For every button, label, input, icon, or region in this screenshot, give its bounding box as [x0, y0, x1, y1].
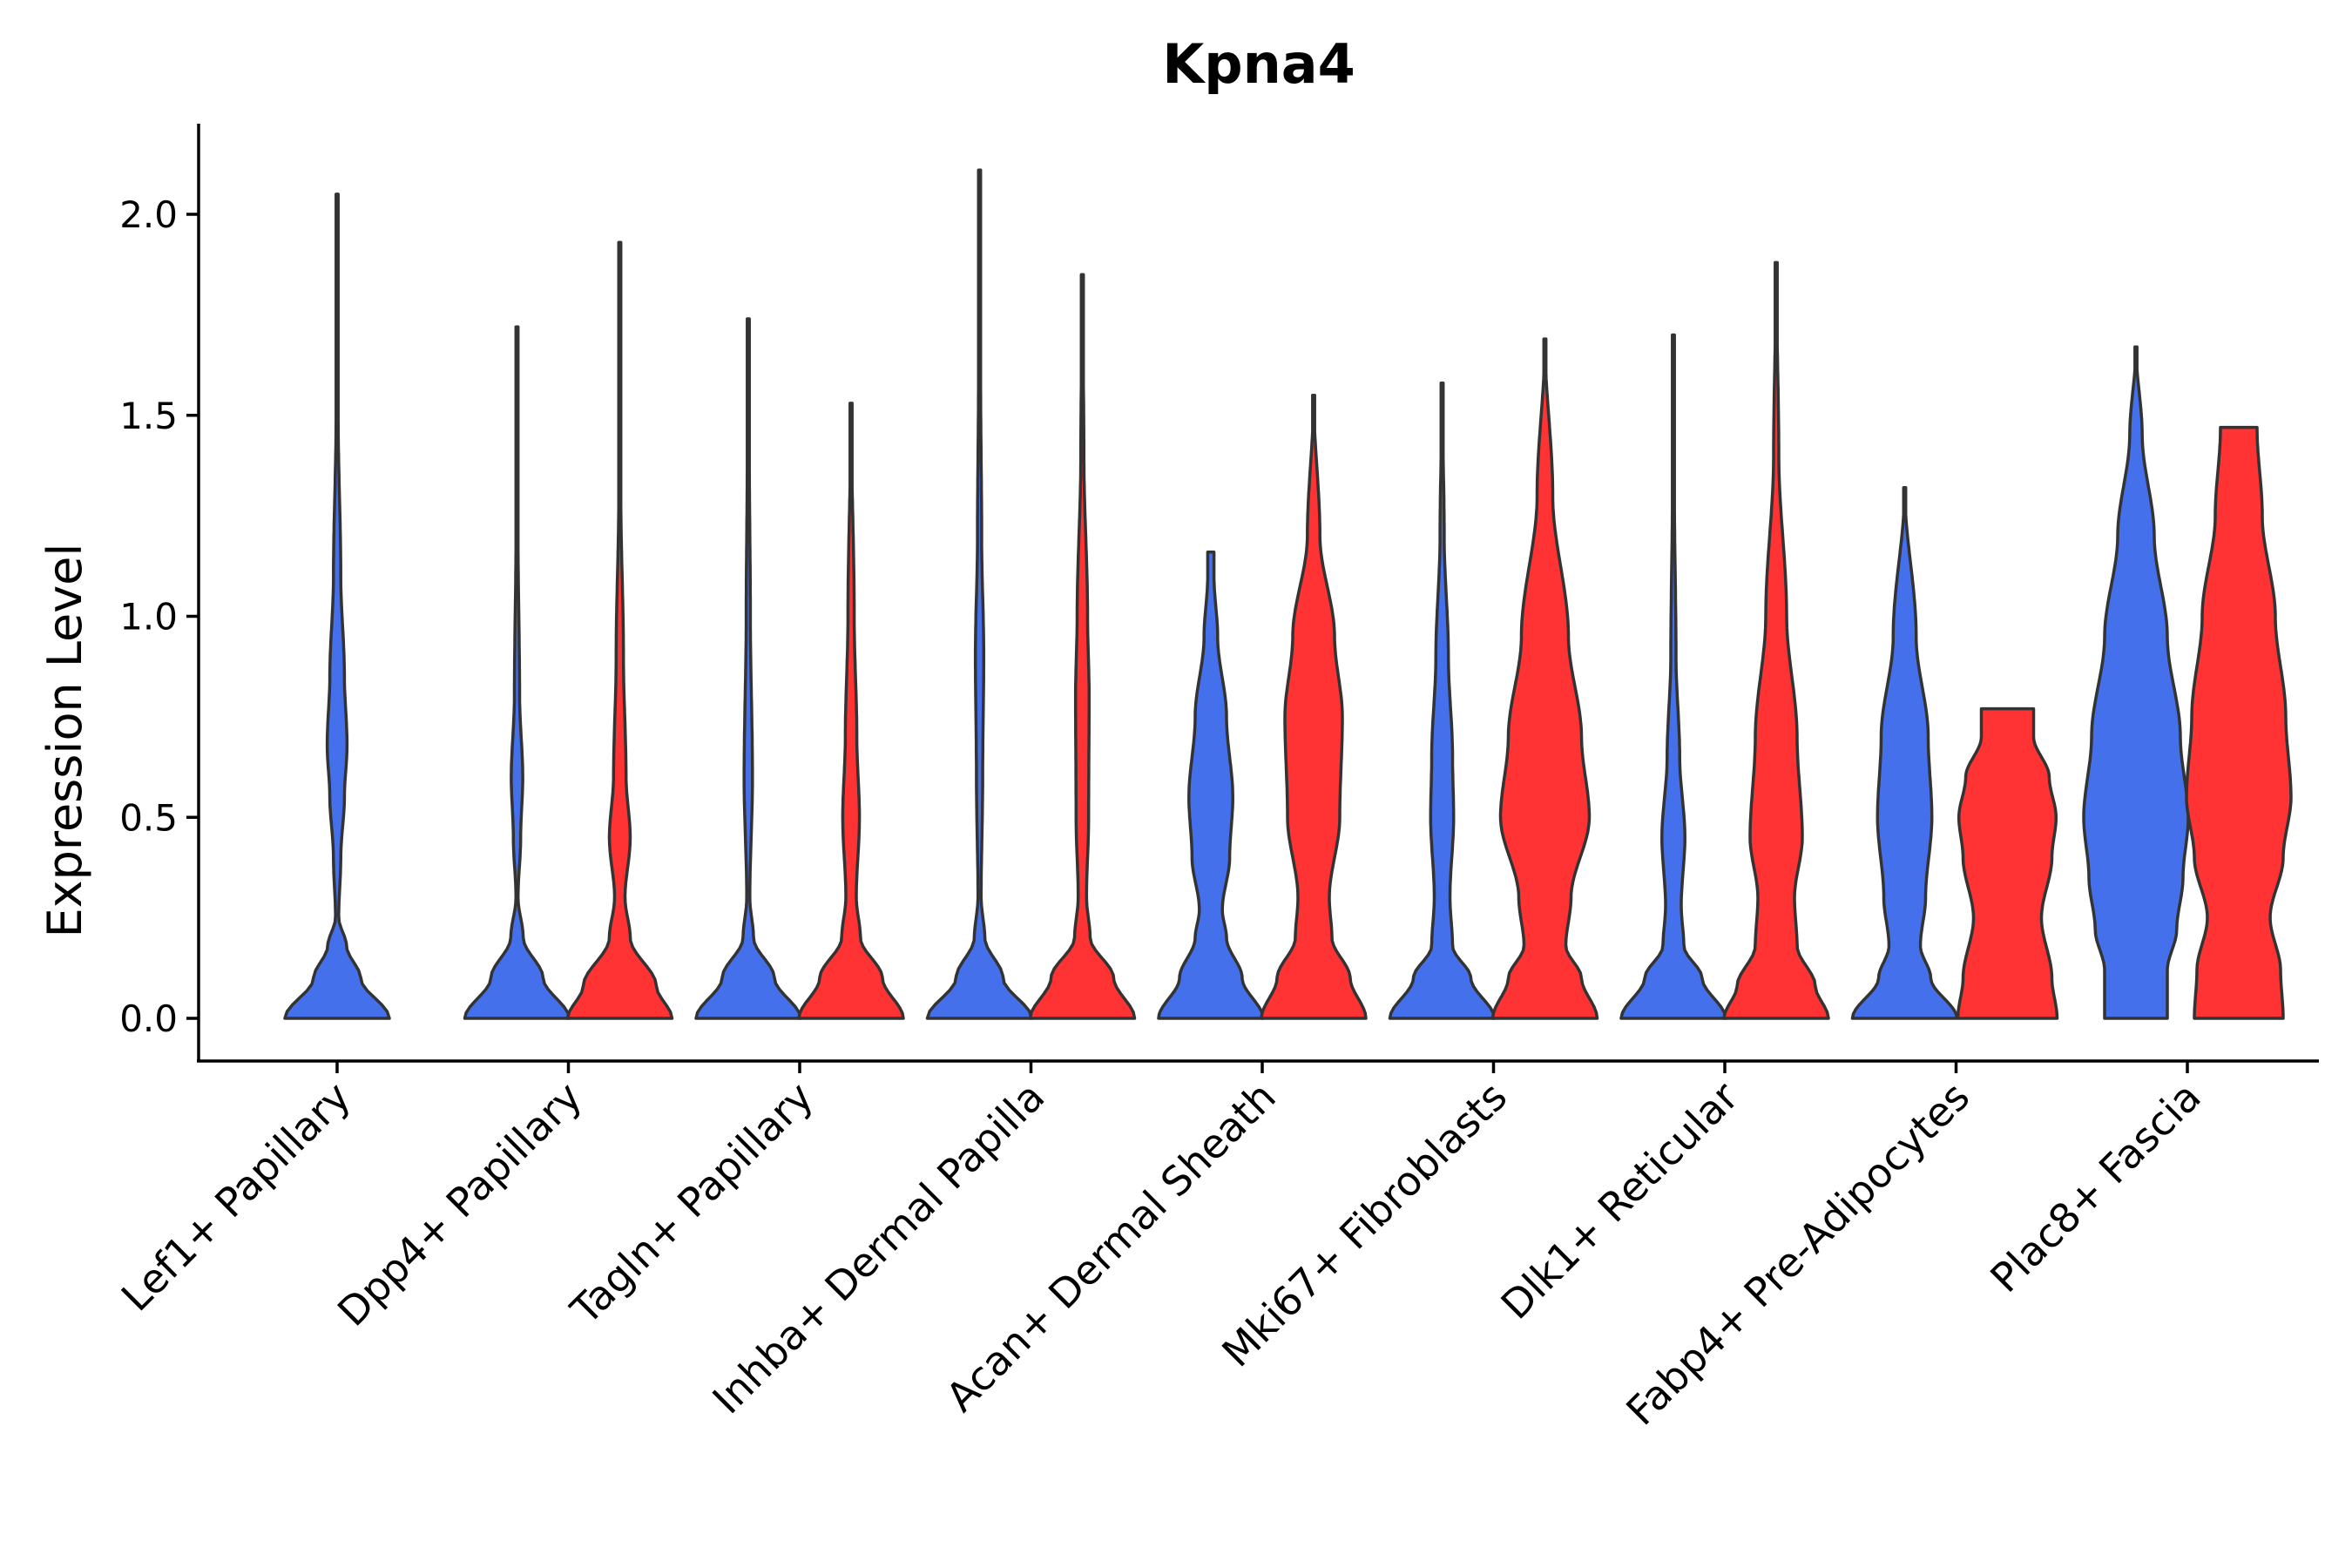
violin-red	[1490, 337, 1599, 1020]
violin-blue	[463, 325, 571, 1020]
y-axis-label: Expression Level	[37, 544, 92, 938]
x-tick-label: Dlk1+ Reticular	[1492, 1073, 1747, 1328]
violin-blue	[925, 168, 1034, 1020]
violin-blue	[2082, 345, 2190, 1020]
violin-red	[2185, 425, 2293, 1020]
violin-blue	[283, 193, 391, 1020]
x-tick-label: Tagln+ Papillary	[561, 1073, 822, 1335]
violin-red	[1722, 260, 1830, 1020]
x-tick-label: Lef1+ Papillary	[112, 1073, 360, 1321]
violin-group	[283, 168, 2293, 1020]
y-tick-label: 1.0	[119, 596, 178, 639]
y-tick-label: 0.0	[119, 997, 178, 1040]
violin-red	[1956, 706, 2059, 1020]
violin-red	[1028, 273, 1137, 1020]
y-tick-label: 1.5	[119, 395, 178, 437]
violin-blue	[1388, 382, 1497, 1020]
y-tick-label: 0.5	[119, 796, 178, 839]
violin-blue	[694, 317, 802, 1020]
violin-red	[1260, 393, 1368, 1020]
violin-blue	[1619, 333, 1727, 1020]
chart-title: Kpna4	[1162, 32, 1355, 96]
axes	[197, 124, 2319, 1063]
x-tick-label: Dpp4+ Papillary	[328, 1073, 591, 1335]
violin-blue	[1850, 486, 1959, 1020]
x-tick-label: Plac8+ Fascia	[1981, 1073, 2209, 1301]
y-ticks: 0.0 0.5 1.0 1.5 2.0	[119, 193, 199, 1040]
y-tick-label: 2.0	[119, 193, 178, 236]
violin-blue	[1157, 550, 1265, 1020]
violin-red	[797, 402, 905, 1020]
violin-red	[565, 240, 674, 1020]
